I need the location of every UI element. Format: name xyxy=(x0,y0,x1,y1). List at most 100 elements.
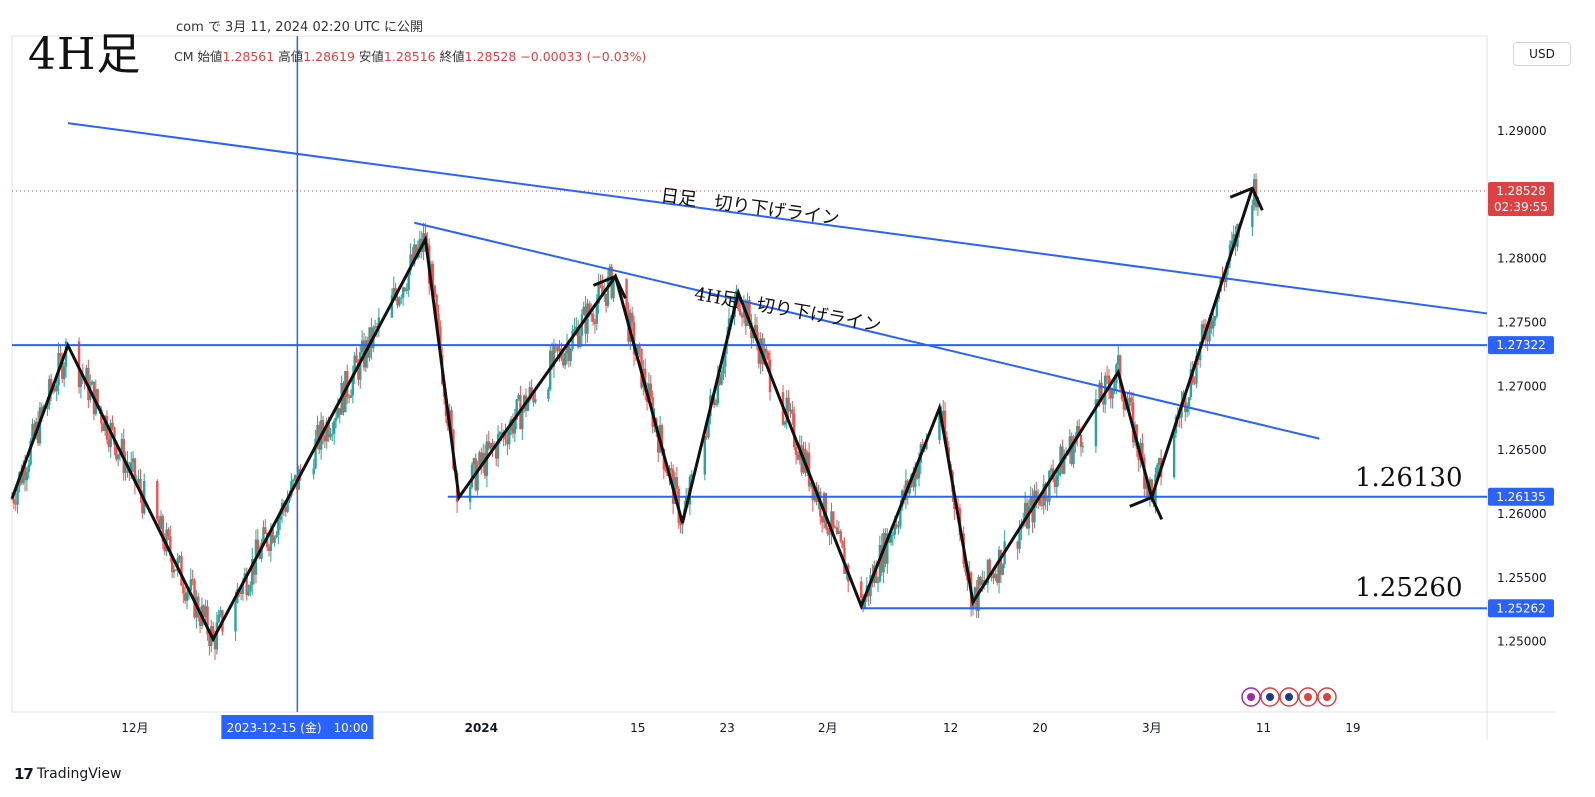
candle-body xyxy=(1077,425,1081,435)
candle-body xyxy=(860,581,863,599)
candle-body xyxy=(342,383,345,413)
candle-body xyxy=(251,558,254,585)
candle-body xyxy=(489,442,492,449)
candle-body xyxy=(530,387,533,394)
candle-body xyxy=(874,565,878,584)
candle-body xyxy=(1098,382,1101,403)
candle-body xyxy=(131,458,135,463)
candle-body xyxy=(1212,320,1215,329)
candle-body xyxy=(409,254,412,271)
y-tick-label: 1.28000 xyxy=(1497,252,1547,266)
candle-body xyxy=(1023,502,1027,523)
candle-body xyxy=(27,464,30,473)
candle-body xyxy=(811,482,815,501)
candle-body xyxy=(567,344,571,362)
candle-body xyxy=(787,397,790,412)
candle-body xyxy=(828,533,831,535)
candle-body xyxy=(1027,506,1031,529)
candle-body xyxy=(1029,496,1032,507)
candle-body xyxy=(595,303,598,324)
candle-body xyxy=(167,529,170,537)
candle-body xyxy=(597,283,600,304)
candle-body xyxy=(504,431,507,440)
candle-body xyxy=(329,433,332,438)
candle-body xyxy=(273,537,276,543)
candle-body xyxy=(163,541,166,552)
candle-body xyxy=(375,326,379,329)
candle-body xyxy=(133,458,137,484)
candle-body xyxy=(981,580,984,585)
close-label: 終値 xyxy=(439,49,465,64)
trend-line xyxy=(67,122,1488,315)
candle-body xyxy=(277,519,280,535)
candle-body xyxy=(1189,369,1193,398)
candle-body xyxy=(293,475,297,480)
candle-body xyxy=(377,317,381,329)
candle-body xyxy=(349,395,353,398)
candle-body xyxy=(945,436,949,448)
candle-body xyxy=(552,344,556,367)
candle-body xyxy=(90,381,94,385)
candle-body xyxy=(638,345,641,349)
candle-body xyxy=(278,514,282,520)
candle-body xyxy=(914,468,917,488)
candle-body xyxy=(824,493,828,528)
candle-body xyxy=(571,330,574,350)
candle-body xyxy=(794,447,798,455)
candle-body xyxy=(215,622,219,650)
candle-body xyxy=(398,298,401,306)
candle-body xyxy=(714,403,718,405)
candle-body xyxy=(124,462,127,473)
x-tick-label: 11 xyxy=(1256,721,1271,735)
candle-body xyxy=(247,591,250,596)
candle-body xyxy=(513,419,517,434)
candle-body xyxy=(435,294,438,314)
y-tick-label: 1.25000 xyxy=(1497,635,1547,649)
currency-button[interactable]: USD xyxy=(1513,42,1571,66)
candle-body xyxy=(886,533,889,564)
candle-body xyxy=(800,445,803,473)
x-tick-label: 20 xyxy=(1032,721,1047,735)
candle-body xyxy=(586,303,589,334)
candle-body xyxy=(1213,316,1217,321)
candle-body xyxy=(1251,205,1254,227)
tradingview-logo[interactable]: 17 TradingView xyxy=(14,765,121,783)
candle-body xyxy=(612,278,615,299)
candle-body xyxy=(895,524,898,527)
candle-body xyxy=(569,349,572,362)
candle-body xyxy=(46,404,49,409)
candle-body xyxy=(1040,504,1044,506)
candle-body xyxy=(722,366,725,374)
candle-body xyxy=(338,408,341,415)
candle-body xyxy=(217,614,220,623)
candle-body xyxy=(921,444,924,446)
candle-body xyxy=(912,474,915,488)
candle-body xyxy=(403,287,407,291)
high-label: 高値 xyxy=(278,49,304,64)
candle-body xyxy=(169,536,172,556)
candle-body xyxy=(837,531,841,535)
candle-body xyxy=(908,483,911,494)
candle-body xyxy=(1158,458,1161,465)
price-scale-label-box xyxy=(1488,487,1554,506)
price-countdown-label: 02:39:55 xyxy=(1494,200,1548,214)
candle-body xyxy=(12,499,16,504)
candle-body xyxy=(396,296,399,306)
candle-body xyxy=(271,529,274,543)
candle-body xyxy=(599,283,602,286)
candle-body xyxy=(675,477,679,489)
candle-body xyxy=(765,348,768,353)
candle-body xyxy=(1215,298,1219,317)
candle-body xyxy=(487,441,490,449)
candle-body xyxy=(332,420,336,434)
candle-body xyxy=(522,395,526,410)
candle-body xyxy=(347,397,351,399)
candle-body xyxy=(156,481,159,520)
candle-body xyxy=(1230,240,1234,245)
candle-body xyxy=(437,313,440,327)
candle-body xyxy=(1187,397,1191,407)
candle-body xyxy=(917,462,921,479)
candle-body xyxy=(498,432,502,435)
